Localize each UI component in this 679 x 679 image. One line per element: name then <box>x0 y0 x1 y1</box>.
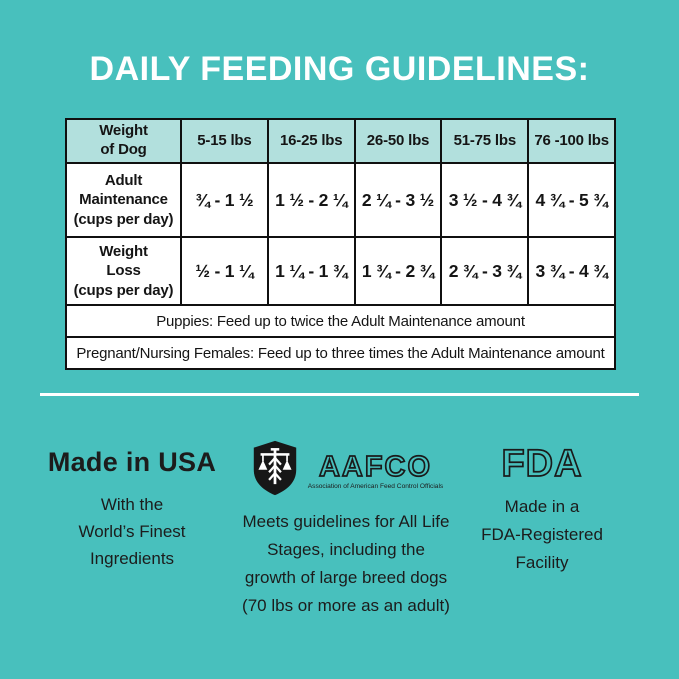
row-label-adult-maintenance: Adult Maintenance (cups per day) <box>65 162 182 238</box>
table-row-weight-loss: Weight Loss (cups per day) ½ - 1 ¼ 1 ¼ -… <box>65 236 616 306</box>
col-header-5-15: 5-15 lbs <box>180 118 269 164</box>
aafco-description: Meets guidelines for All Life Stages, in… <box>242 512 450 615</box>
feeding-value: 2 ¼ - 3 ½ <box>353 162 443 238</box>
feeding-value: 2 ¾ - 3 ¾ <box>440 236 530 306</box>
puppies-note: Puppies: Feed up to twice the Adult Main… <box>65 304 616 338</box>
aafco-shield-icon <box>249 440 301 501</box>
feeding-value: ½ - 1 ¼ <box>180 236 269 306</box>
col-header-51-75: 51-75 lbs <box>440 118 530 164</box>
table-row-pregnant-note: Pregnant/Nursing Females: Feed up to thr… <box>65 336 616 370</box>
col-header-16-25: 16-25 lbs <box>266 118 356 164</box>
table-row-puppies-note: Puppies: Feed up to twice the Adult Main… <box>65 304 616 338</box>
fda-badge: FDA Made in a FDA-Registered Facility <box>467 443 617 577</box>
feeding-value: 1 ½ - 2 ¼ <box>266 162 356 238</box>
fda-description: Made in a FDA-Registered Facility <box>481 497 603 572</box>
col-header-76-100: 76 -100 lbs <box>527 118 616 164</box>
made-in-usa-subtext: With the World’s Finest Ingredients <box>78 495 186 568</box>
page-title: DAILY FEEDING GUIDELINES: <box>89 50 590 88</box>
made-in-usa-badge: Made in USA With the World’s Finest Ingr… <box>22 447 242 572</box>
divider-line <box>40 393 639 396</box>
fda-logo: FDA <box>501 443 583 485</box>
made-in-usa-heading: Made in USA <box>47 447 217 477</box>
feeding-value: 3 ¾ - 4 ¾ <box>527 236 616 306</box>
feeding-value: 4 ¾ - 5 ¾ <box>527 162 616 238</box>
aafco-wordmark-caption: Association of American Feed Control Off… <box>307 482 444 490</box>
col-header-weight-of-dog: Weight of Dog <box>65 118 182 164</box>
row-label-weight-loss: Weight Loss (cups per day) <box>65 236 182 306</box>
aafco-wordmark: AAFCO Association of American Feed Contr… <box>307 450 444 490</box>
table-header-row: Weight of Dog 5-15 lbs 16-25 lbs 26-50 l… <box>65 118 616 164</box>
feeding-value: 1 ¾ - 2 ¾ <box>353 236 443 306</box>
col-header-26-50: 26-50 lbs <box>353 118 443 164</box>
feeding-guidelines-table: Weight of Dog 5-15 lbs 16-25 lbs 26-50 l… <box>65 118 616 370</box>
table-row-adult-maintenance: Adult Maintenance (cups per day) ¾ - 1 ½… <box>65 162 616 238</box>
pregnant-nursing-note: Pregnant/Nursing Females: Feed up to thr… <box>65 336 616 370</box>
aafco-logo: AAFCO Association of American Feed Contr… <box>227 440 465 501</box>
aafco-wordmark-text: AAFCO <box>318 450 433 483</box>
feeding-value: 3 ½ - 4 ¾ <box>440 162 530 238</box>
feeding-value: 1 ¼ - 1 ¾ <box>266 236 356 306</box>
feeding-value: ¾ - 1 ½ <box>180 162 269 238</box>
aafco-badge: AAFCO Association of American Feed Contr… <box>227 440 465 620</box>
